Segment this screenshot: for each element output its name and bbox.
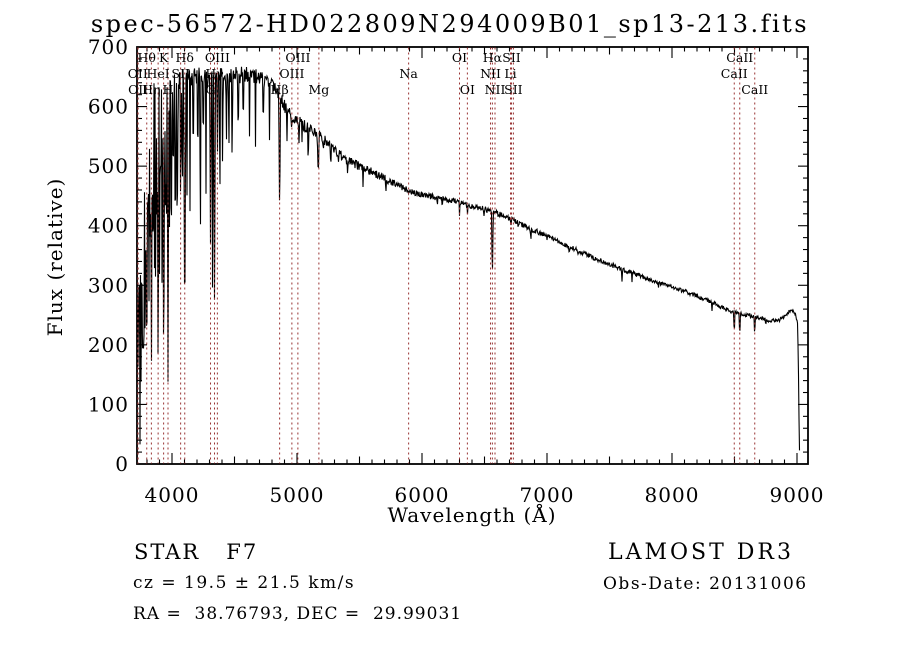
spectral-line-label: CaII xyxy=(721,66,748,81)
spectral-line-label: Hγ xyxy=(205,66,223,81)
plot-title: spec-56572-HD022809N294009B01_sp13-213.f… xyxy=(90,10,810,38)
y-axis-label: Flux (relative) xyxy=(43,178,67,337)
x-axis-label: Wavelength (Å) xyxy=(387,502,556,527)
y-tick-label: 700 xyxy=(88,35,129,59)
spectral-line-label: CaII xyxy=(726,50,753,65)
y-tick-label: 200 xyxy=(88,333,129,357)
spectral-line-label: K xyxy=(159,50,169,65)
spectral-line-label: HeI xyxy=(147,66,170,81)
spectral-line-label: SII xyxy=(502,50,521,65)
x-tick-label: 8000 xyxy=(645,483,700,507)
spectral-line-label: Li xyxy=(504,66,516,81)
y-tick-label: 300 xyxy=(88,273,129,297)
x-tick-label: 4000 xyxy=(145,483,200,507)
spectral-line-label: OII xyxy=(128,82,148,97)
spectral-line-label: OII xyxy=(128,66,148,81)
obs-date-label: Obs-Date: 20131006 xyxy=(603,574,808,594)
spectral-line-label: Hβ xyxy=(271,82,289,97)
x-tick-label: 5000 xyxy=(270,483,325,507)
spectral-line-label: Hη xyxy=(142,82,160,97)
spectral-line-label: OIII xyxy=(285,50,310,65)
spectral-line-label: Mg xyxy=(308,82,329,97)
spectral-line-label: NII xyxy=(485,82,506,97)
spectral-line-label: G xyxy=(206,82,216,97)
spectral-line-markers xyxy=(137,47,756,464)
spectral-line-label: OI xyxy=(452,50,467,65)
y-tick-label: 100 xyxy=(88,392,129,416)
plot-axes: 4000 5000 6000 7000 8000 9000 0 100 200 300 400 500… xyxy=(88,35,825,507)
spectral-line-label: OIII xyxy=(205,50,230,65)
spectral-line-label: CaII xyxy=(741,82,768,97)
spectrum-curve xyxy=(137,66,801,451)
y-tick-label: 0 xyxy=(115,452,129,476)
flux-curve xyxy=(137,66,801,451)
spectral-line-label: H xyxy=(163,82,174,97)
spectral-line-label: Hθ xyxy=(138,50,156,65)
x-tick-label: 9000 xyxy=(770,483,825,507)
x-tick-label: 6000 xyxy=(395,483,450,507)
object-class-label: STAR F7 xyxy=(134,540,259,564)
x-tick-label: 7000 xyxy=(520,483,575,507)
y-tick-label: 500 xyxy=(88,154,129,178)
y-tick-label: 600 xyxy=(88,95,129,119)
survey-release-label: LAMOST DR3 xyxy=(608,540,794,565)
radial-velocity-label: cz = 19.5 ± 21.5 km/s xyxy=(133,573,356,593)
spectral-line-label: OIII xyxy=(279,66,304,81)
y-tick-label: 400 xyxy=(88,214,129,238)
spectral-line-label: Hδ xyxy=(176,50,194,65)
ra-dec-label: RA = 38.76793, DEC = 29.99031 xyxy=(133,604,463,624)
spectral-line-label: OI xyxy=(460,82,475,97)
spectral-line-label: Hα xyxy=(483,50,503,65)
spectral-line-label: NII xyxy=(480,66,501,81)
spectral-line-label: SII xyxy=(504,82,523,97)
spectral-line-label: SII xyxy=(171,66,190,81)
spectral-line-label: Na xyxy=(399,66,418,81)
